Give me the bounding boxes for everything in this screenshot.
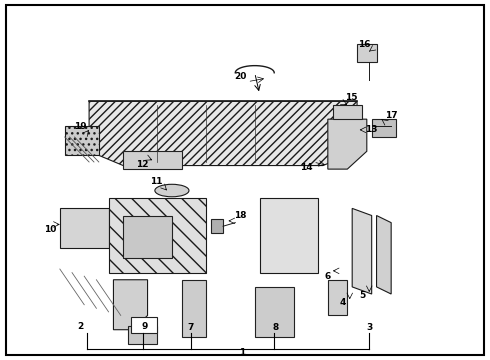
Polygon shape xyxy=(352,208,372,294)
Bar xyxy=(123,216,172,258)
Bar xyxy=(372,119,396,137)
Bar xyxy=(211,219,223,233)
Text: 2: 2 xyxy=(77,321,83,330)
FancyBboxPatch shape xyxy=(6,5,484,355)
Text: 15: 15 xyxy=(345,93,358,102)
Text: 18: 18 xyxy=(234,211,246,220)
Bar xyxy=(357,44,376,62)
Text: 3: 3 xyxy=(366,323,372,332)
Text: 8: 8 xyxy=(272,323,278,332)
Bar xyxy=(123,151,182,169)
Text: 6: 6 xyxy=(325,272,331,281)
Text: 13: 13 xyxy=(366,125,378,134)
Bar xyxy=(128,326,157,344)
Polygon shape xyxy=(376,216,391,294)
Polygon shape xyxy=(260,198,318,273)
Polygon shape xyxy=(65,126,99,155)
Bar xyxy=(333,105,362,119)
Text: 16: 16 xyxy=(358,40,370,49)
Text: 20: 20 xyxy=(234,72,246,81)
Text: 17: 17 xyxy=(385,111,397,120)
Text: 5: 5 xyxy=(359,291,365,300)
Polygon shape xyxy=(328,119,367,169)
Text: 11: 11 xyxy=(150,177,163,186)
Text: 9: 9 xyxy=(142,321,148,330)
Bar xyxy=(328,280,347,315)
Bar xyxy=(255,287,294,337)
Polygon shape xyxy=(109,198,206,273)
Ellipse shape xyxy=(155,184,189,197)
Text: 14: 14 xyxy=(299,163,312,172)
Text: 1: 1 xyxy=(240,348,245,357)
Bar xyxy=(182,280,206,337)
Polygon shape xyxy=(60,208,109,248)
Bar xyxy=(130,317,157,333)
Text: 7: 7 xyxy=(187,323,194,332)
Text: 4: 4 xyxy=(339,298,345,307)
Text: 12: 12 xyxy=(136,160,149,169)
Text: 19: 19 xyxy=(74,122,87,131)
Polygon shape xyxy=(114,280,147,330)
Polygon shape xyxy=(89,101,357,166)
Text: 10: 10 xyxy=(44,225,56,234)
